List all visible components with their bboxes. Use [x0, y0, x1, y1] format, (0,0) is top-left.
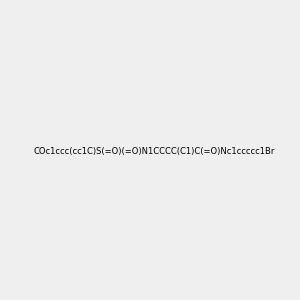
- Text: COc1ccc(cc1C)S(=O)(=O)N1CCCC(C1)C(=O)Nc1ccccc1Br: COc1ccc(cc1C)S(=O)(=O)N1CCCC(C1)C(=O)Nc1…: [33, 147, 274, 156]
